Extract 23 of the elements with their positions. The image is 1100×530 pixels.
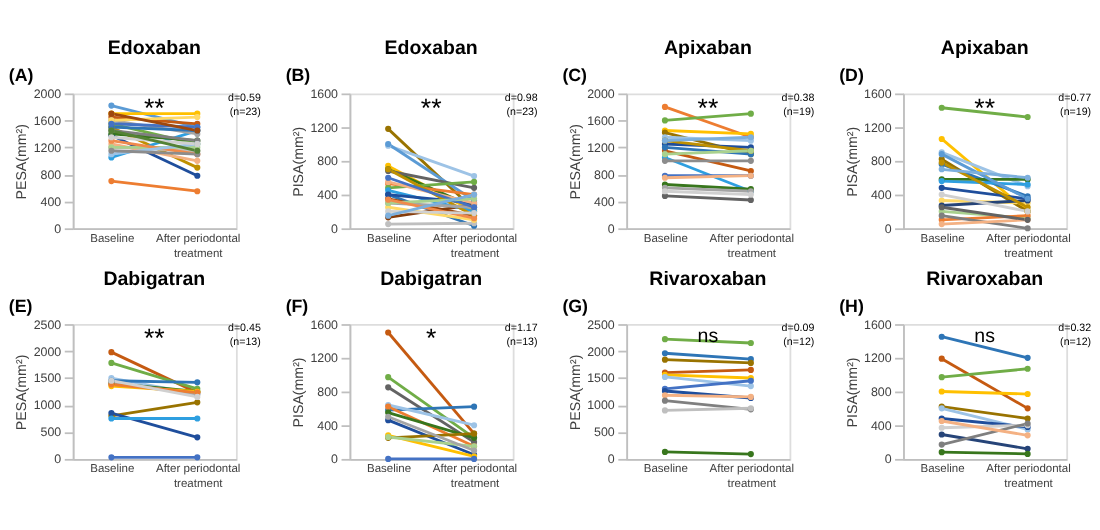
text: (F): [285, 295, 309, 316]
text: (A): [8, 65, 34, 86]
annotation: **: [144, 323, 165, 354]
annotation: **: [697, 92, 719, 123]
annotation: *: [425, 323, 437, 354]
chart-title: Rivaroxaban: [649, 269, 767, 292]
chart-title: Dabigatran: [380, 269, 483, 292]
annotation: **: [144, 92, 165, 123]
text: (D): [839, 65, 864, 86]
chart-title: Edoxaban: [384, 38, 478, 61]
chart-title: Apixaban: [664, 38, 752, 61]
text: (E): [8, 295, 33, 316]
chart-title: Rivaroxaban: [926, 269, 1044, 292]
annotation: ns: [974, 325, 996, 348]
chart-title: Apixaban: [940, 38, 1029, 61]
annotation: **: [974, 92, 996, 123]
text: (H): [839, 295, 864, 316]
text: (C): [562, 65, 588, 86]
chart-title: Edoxaban: [107, 38, 202, 61]
text: (G): [562, 295, 589, 316]
annotation: **: [420, 92, 442, 123]
text: (B): [285, 65, 311, 86]
chart-title: Dabigatran: [103, 269, 206, 292]
